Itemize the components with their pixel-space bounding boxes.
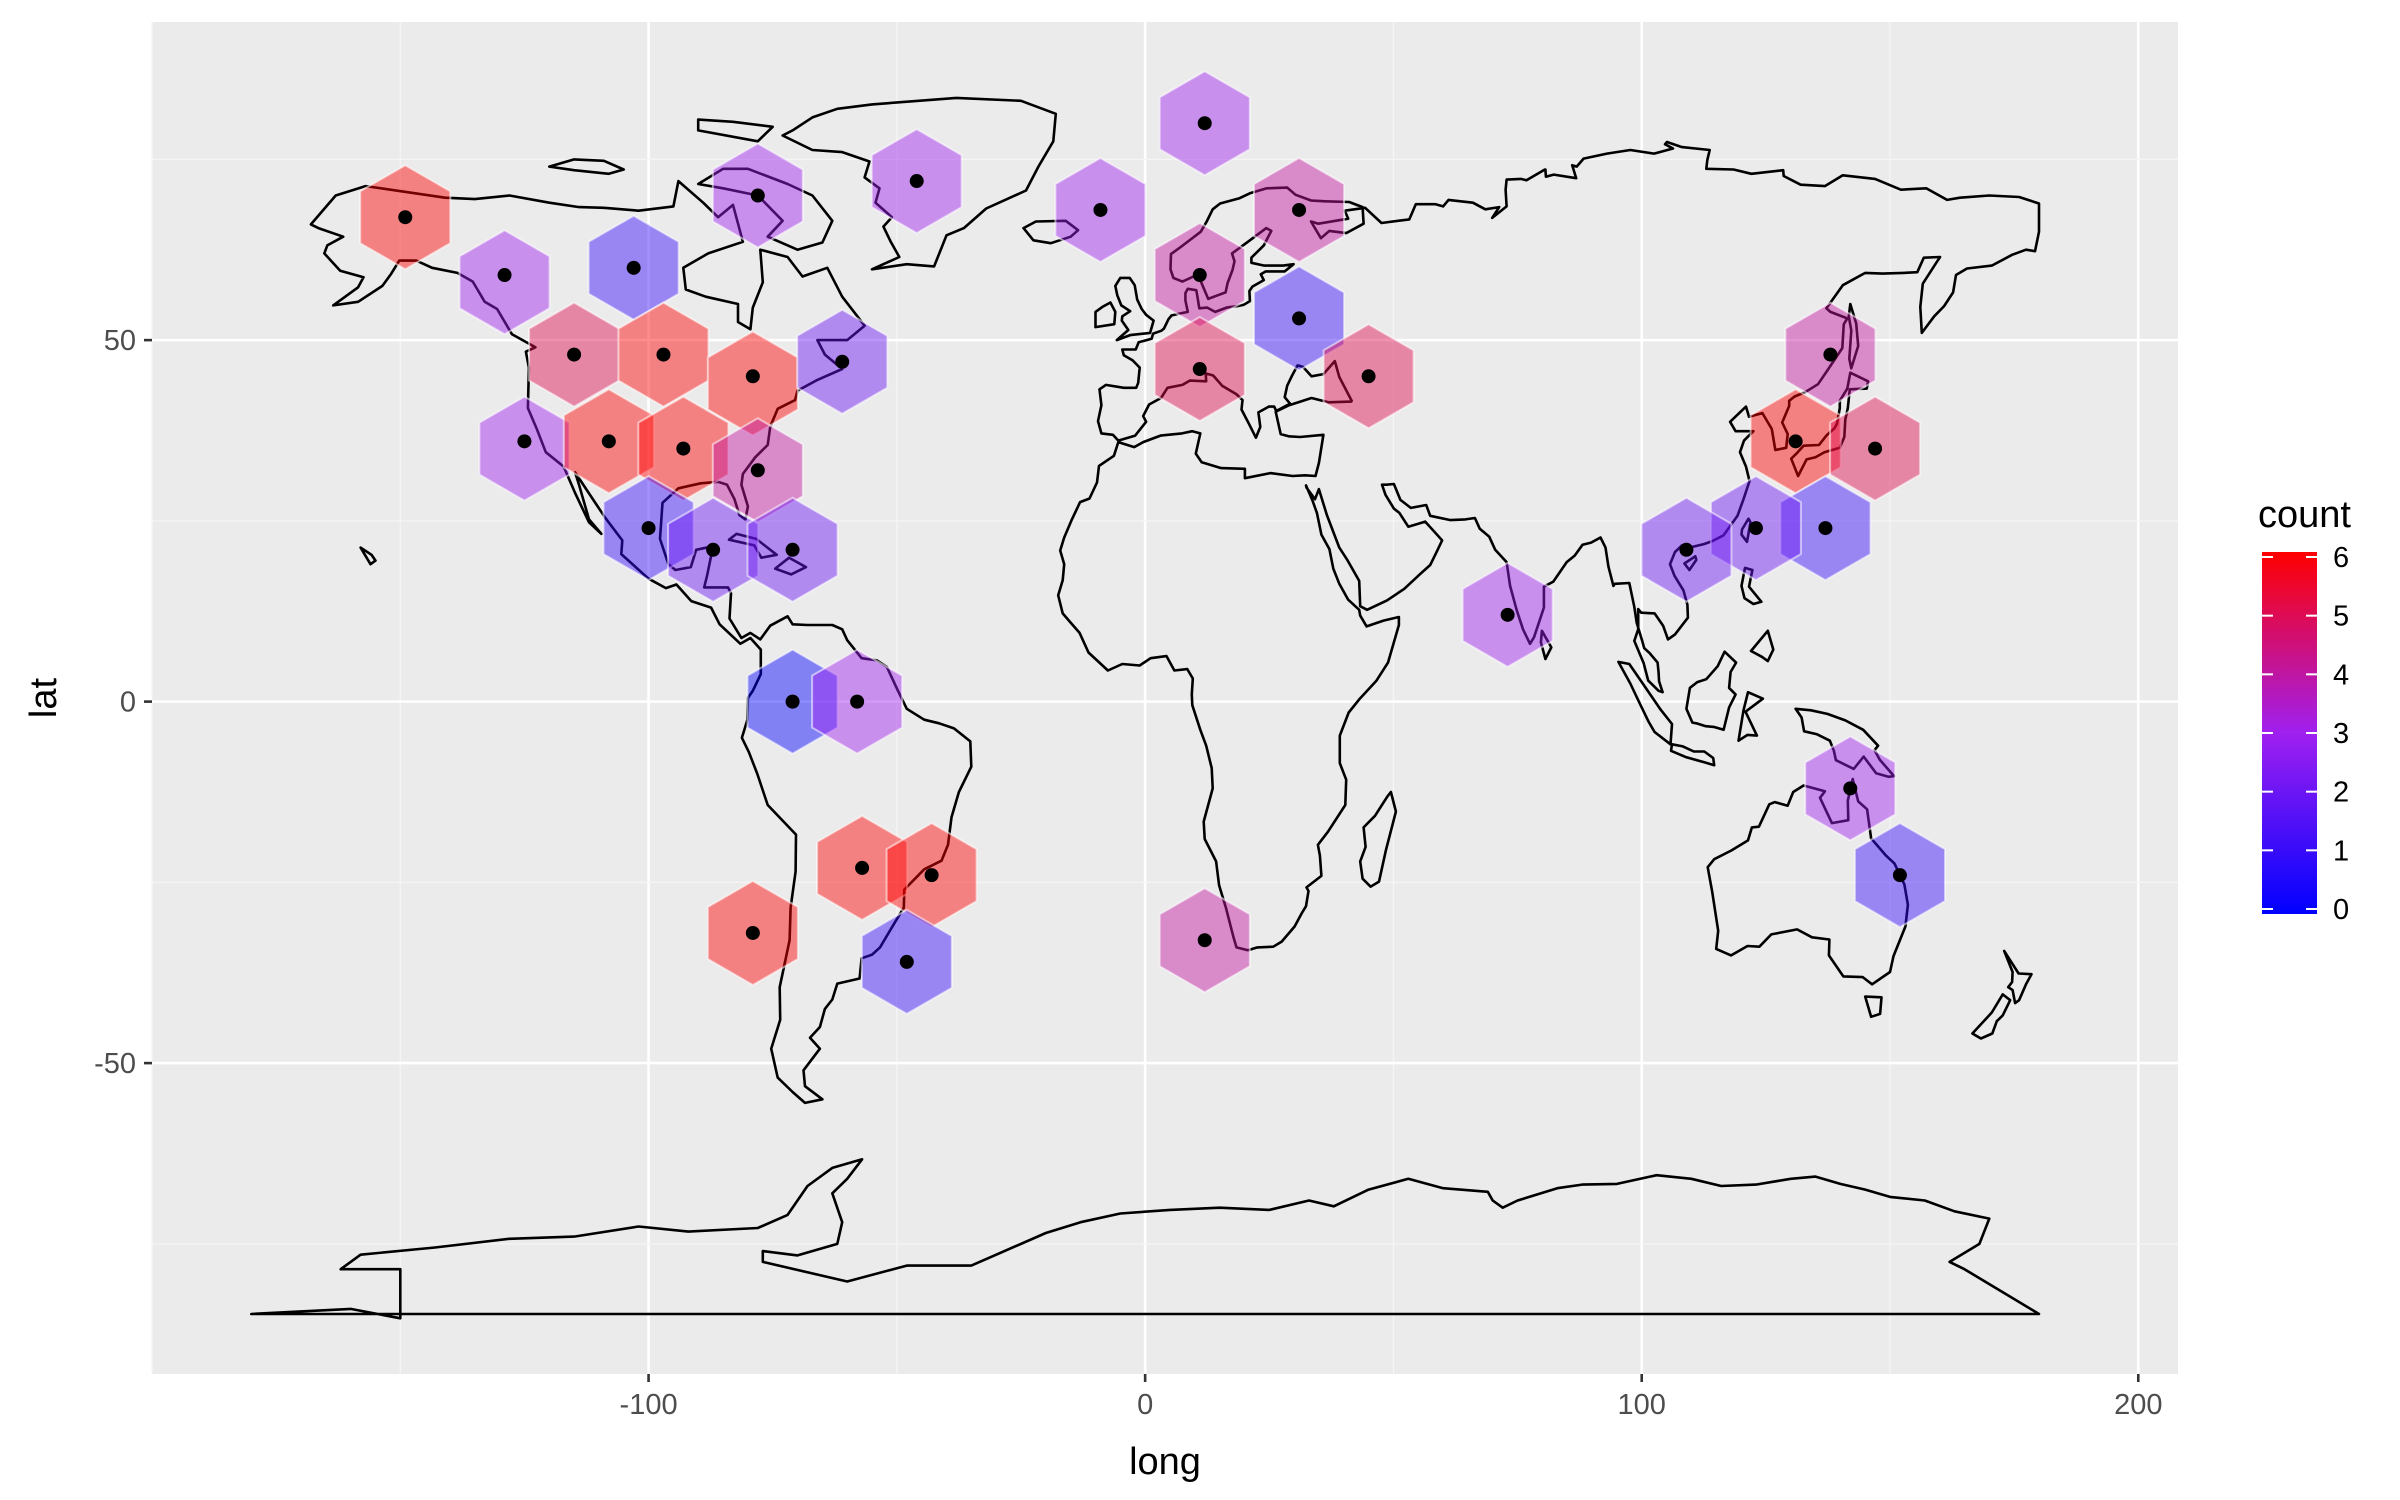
land-outline (1789, 371, 1870, 478)
data-point (1197, 933, 1212, 948)
legend-label: 0 (2333, 894, 2349, 926)
legend-label: 1 (2333, 835, 2349, 867)
data-point (1843, 781, 1858, 796)
data-point (1093, 202, 1108, 217)
land-outline (1847, 302, 1860, 370)
land-outline (1056, 140, 2041, 952)
data-point (1361, 369, 1376, 384)
land-outline (773, 556, 808, 576)
axes: -100 0 100 200 -50 0 50 (94, 325, 2162, 1421)
data-point (745, 369, 760, 384)
legend-label: 2 (2333, 777, 2349, 809)
x-tick-label: 0 (1137, 1389, 1153, 1421)
land-outline (1358, 790, 1398, 888)
points-layer (398, 116, 1907, 969)
x-tick-label: -100 (620, 1389, 678, 1421)
land-outline (1094, 301, 1117, 329)
data-point (1197, 116, 1212, 131)
land-outline (359, 546, 377, 566)
data-point (706, 542, 721, 557)
data-point (601, 434, 616, 449)
data-point (398, 210, 413, 225)
data-point (909, 174, 924, 189)
land-outline (696, 167, 834, 251)
land-outline (548, 158, 625, 176)
grid-lines (151, 22, 2178, 1374)
data-point (1192, 268, 1207, 283)
land-outline (1740, 566, 1763, 606)
land-outline (1114, 276, 1155, 342)
x-tick-label: 200 (2114, 1389, 2162, 1421)
data-point (517, 434, 532, 449)
data-point (785, 694, 800, 709)
land-outline (781, 96, 1058, 271)
y-axis-title: lat (23, 677, 65, 718)
y-tick-label: -50 (94, 1048, 136, 1080)
data-point (1868, 441, 1883, 456)
data-point (750, 463, 765, 478)
legend-title: count (2258, 494, 2351, 536)
data-point (924, 868, 939, 883)
land-outline (1539, 629, 1553, 661)
data-point (1892, 868, 1907, 883)
land-outline (1617, 660, 1674, 746)
hexbin-cell (478, 395, 571, 502)
legend: count 0 1 2 3 4 5 6 (2258, 494, 2351, 926)
land-outline (1794, 707, 1896, 779)
land-outline (250, 1158, 2041, 1320)
data-point (656, 347, 671, 362)
data-point (676, 441, 691, 456)
data-point (785, 542, 800, 557)
data-point (750, 188, 765, 203)
land-outline (1669, 743, 1716, 767)
data-point (1500, 607, 1515, 622)
land-outline (1863, 995, 1883, 1019)
land-outline (2002, 949, 2033, 1005)
legend-label: 6 (2333, 542, 2349, 574)
data-point (567, 347, 582, 362)
legend-label: 4 (2333, 659, 2349, 691)
land-outline (1971, 993, 2012, 1040)
land-outline (1737, 690, 1765, 742)
legend-label: 5 (2333, 601, 2349, 633)
data-point (850, 694, 865, 709)
data-point (1823, 347, 1838, 362)
data-point (899, 954, 914, 969)
land-outline (727, 532, 778, 559)
land-outline (1706, 777, 1910, 986)
plot-panel (152, 22, 2178, 1374)
data-point (641, 521, 656, 536)
data-point (855, 860, 870, 875)
land-outline (309, 179, 973, 1105)
data-point (1818, 521, 1833, 536)
data-point (1192, 362, 1207, 377)
legend-label: 3 (2333, 718, 2349, 750)
y-tick-label: 50 (104, 325, 136, 357)
y-tick-label: 0 (120, 687, 136, 719)
data-point (745, 925, 760, 940)
land-outline (1685, 650, 1738, 732)
land-outline (1740, 517, 1752, 544)
land-outline (1749, 629, 1775, 663)
land-outline (696, 118, 774, 143)
legend-ticks: 0 1 2 3 4 5 6 (2262, 542, 2349, 926)
data-point (1788, 434, 1803, 449)
land-outline (1683, 555, 1698, 572)
land-outline (1022, 219, 1080, 245)
data-point (1679, 542, 1694, 557)
data-point (835, 354, 850, 369)
x-axis-title: long (1129, 1441, 1201, 1483)
world-basemap (250, 96, 2041, 1320)
data-point (1748, 521, 1763, 536)
data-point (626, 260, 641, 275)
hexbin-cell (458, 229, 551, 336)
x-tick-label: 100 (1618, 1389, 1666, 1421)
data-point (1292, 202, 1307, 217)
data-point (1292, 311, 1307, 326)
data-point (497, 268, 512, 283)
